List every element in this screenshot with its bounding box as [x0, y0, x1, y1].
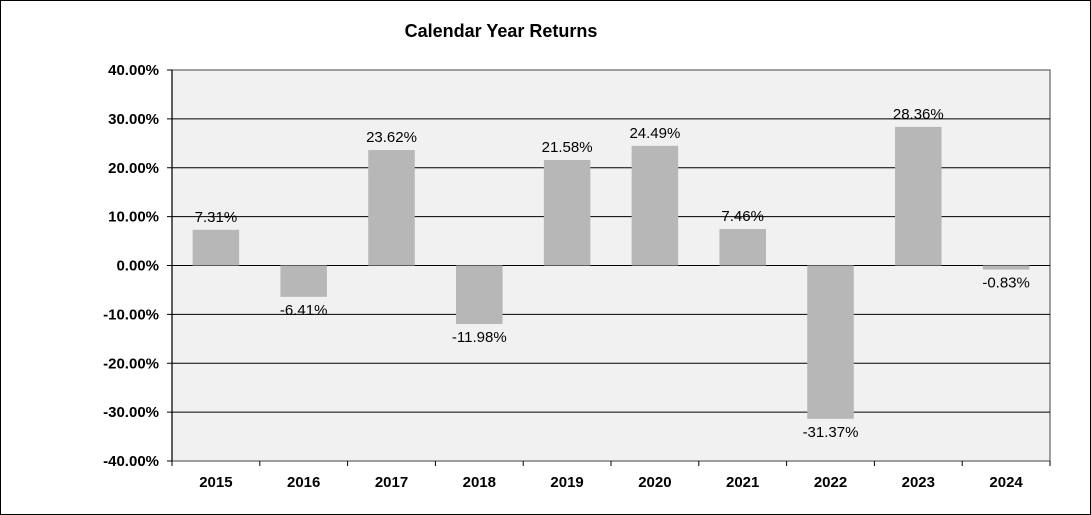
bar-2015 [192, 229, 240, 266]
x-tick-label: 2017 [375, 474, 408, 491]
data-label-2021: 7.46% [721, 208, 764, 225]
x-tick-label: 2024 [989, 474, 1023, 491]
data-label-2019: 21.58% [542, 139, 593, 156]
bar-2018 [456, 265, 503, 325]
y-tick-label: -20.00% [103, 355, 159, 372]
y-tick-label: -30.00% [103, 404, 159, 421]
data-label-2024: -0.83% [982, 275, 1030, 292]
data-label-2017: 23.62% [366, 129, 417, 146]
data-label-2015: 7.31% [195, 209, 238, 226]
y-tick-label: -40.00% [103, 453, 159, 470]
y-tick-label: 20.00% [108, 160, 159, 177]
bar-2019 [543, 160, 591, 266]
bar-2021 [719, 229, 766, 266]
bar-2020 [631, 145, 679, 266]
x-tick-label: 2022 [814, 474, 847, 491]
chart-title: Calendar Year Returns [404, 21, 598, 41]
bar-2024 [982, 265, 1030, 270]
bar-2022 [807, 265, 854, 419]
y-tick-label: -10.00% [103, 306, 159, 323]
x-tick-label: 2023 [902, 474, 935, 491]
y-tick-label: 40.00% [108, 62, 159, 79]
x-tick-label: 2021 [726, 474, 759, 491]
x-tick-label: 2015 [199, 474, 232, 491]
x-tick-label: 2016 [287, 474, 320, 491]
bar-2023 [895, 126, 942, 266]
x-tick-label: 2020 [638, 474, 671, 491]
y-tick-label: 10.00% [108, 209, 159, 226]
y-tick-label: 0.00% [116, 258, 159, 275]
x-tick-label: 2018 [463, 474, 496, 491]
y-tick-label: 30.00% [108, 111, 159, 128]
data-label-2023: 28.36% [893, 106, 944, 123]
bar-2017 [368, 150, 415, 266]
data-label-2018: -11.98% [452, 329, 507, 346]
x-tick-label: 2019 [550, 474, 583, 491]
data-label-2022: -31.37% [803, 424, 859, 441]
bar-2016 [280, 265, 327, 297]
data-label-2016: -6.41% [280, 302, 328, 319]
data-label-2020: 24.49% [629, 125, 680, 142]
